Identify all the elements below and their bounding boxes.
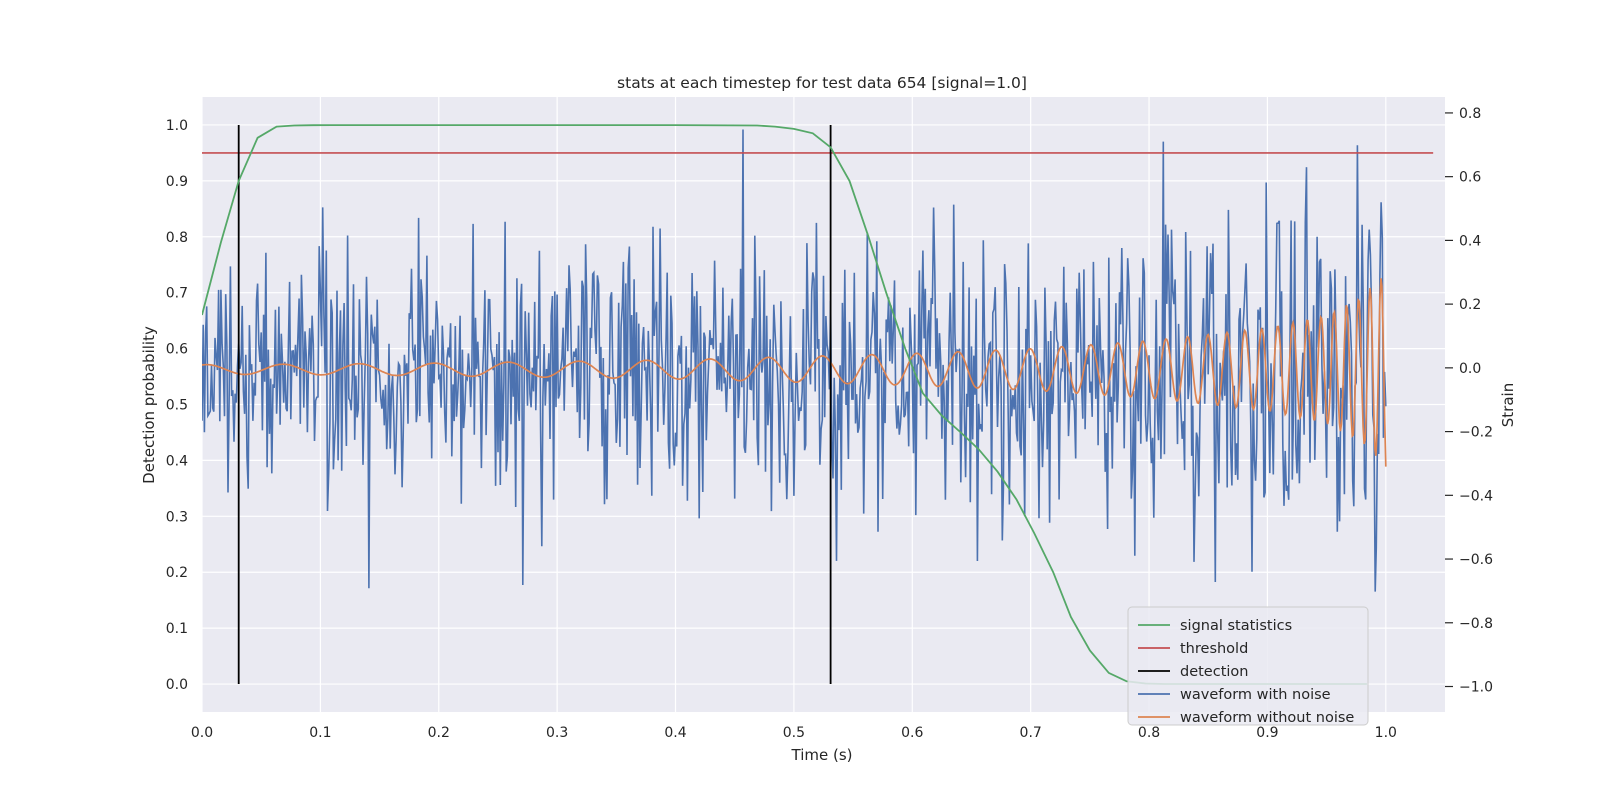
y2-tick-label: 0.6 [1459,170,1481,186]
x-tick-label: 1.0 [1375,725,1397,741]
y-tick-label: 0.8 [166,230,188,246]
y2-tick-label: 0.4 [1459,233,1481,249]
x-tick-label: 0.7 [1020,725,1042,741]
x-tick-label: 0.4 [664,725,686,741]
y2-tick-label: 0.8 [1459,106,1481,122]
y2-tick-label: 0.2 [1459,297,1481,313]
legend-label-signal-statistics: signal statistics [1180,618,1292,634]
chart-title: stats at each timestep for test data 654… [617,74,1027,92]
y-tick-label: 0.5 [166,398,188,414]
ticks-layer: 0.0 0.1 0.2 0.3 0.4 0.5 0.6 0.7 0.8 0.9 1.0 0.0 0.1 0… [166,106,1493,741]
x-tick-label: 0.3 [546,725,568,741]
y2-tick-label: −0.8 [1459,616,1493,632]
x-tick-label: 0.5 [783,725,805,741]
x-tick-label: 0.2 [428,725,450,741]
x-tick-label: 0.8 [1138,725,1160,741]
y-tick-label: 0.9 [166,174,188,190]
y2-axis-label: Strain [1499,383,1517,427]
y-tick-label: 0.6 [166,342,188,358]
y-axis-label: Detection probability [140,326,158,484]
legend-label-waveform-with-noise: waveform with noise [1180,687,1331,703]
y-tick-label: 1.0 [166,118,188,134]
x-axis-label: Time (s) [791,746,853,764]
y2-tick-label: −0.2 [1459,425,1493,441]
y-tick-label: 0.7 [166,286,188,302]
y2-tick-label: −0.4 [1459,488,1493,504]
y2-tick-label: 0.0 [1459,361,1481,377]
y-tick-label: 0.3 [166,509,188,525]
series-waveform-with-noise [202,129,1387,592]
legend-label-threshold: threshold [1180,641,1248,657]
x-tick-label: 0.9 [1256,725,1278,741]
legend-label-waveform-without-noise: waveform without noise [1180,710,1354,726]
y-tick-label: 0.1 [166,621,188,637]
y-tick-label: 0.0 [166,677,188,693]
x-tick-label: 0.0 [191,725,213,741]
y-tick-label: 0.2 [166,565,188,581]
series-waveform-without-noise [202,278,1387,467]
legend: signal statistics threshold detection wavef… [1127,606,1369,726]
legend-box [1127,606,1369,726]
y2-tick-label: −1.0 [1459,680,1493,696]
legend-label-detection: detection [1180,664,1248,680]
y2-tick-label: −0.6 [1459,552,1493,568]
y-tick-label: 0.4 [166,453,188,469]
x-tick-label: 0.1 [309,725,331,741]
x-tick-label: 0.6 [901,725,923,741]
